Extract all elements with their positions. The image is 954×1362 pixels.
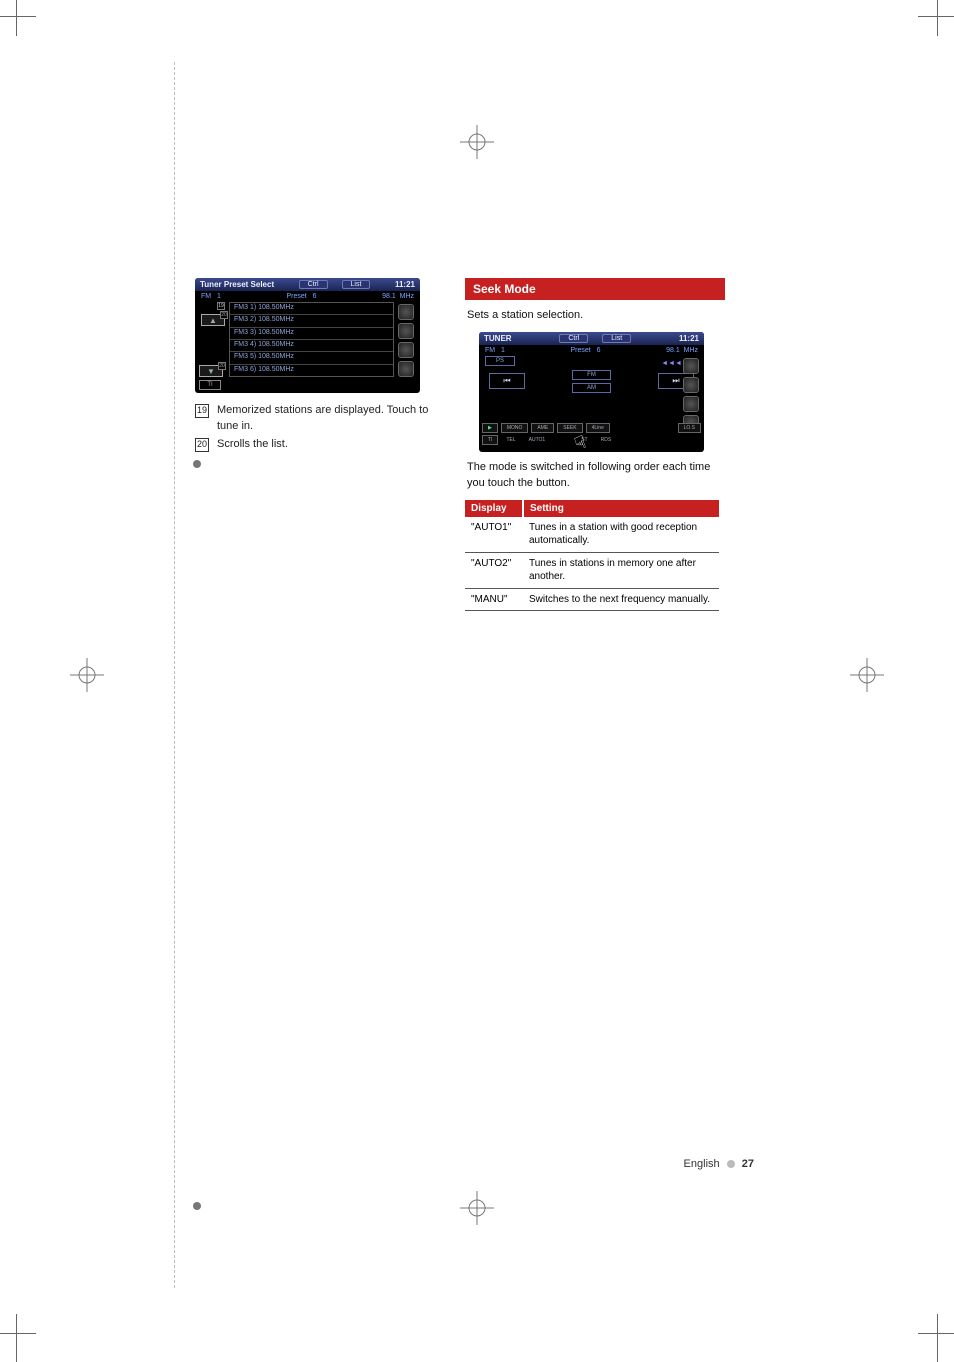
tab-ctrl[interactable]: Ctrl [559, 334, 588, 343]
annotation-row: 19 Memorized stations are displayed. Tou… [195, 403, 440, 435]
table-cell: Tunes in a station with good reception a… [523, 517, 719, 553]
screen-title: Tuner Preset Select [200, 280, 274, 289]
annotation-number: 20 [195, 438, 209, 452]
list-item[interactable]: FM3 3) 108.50MHz [230, 328, 393, 340]
callout-badge-20b: 20 [218, 362, 226, 370]
frequency: 98.1 [666, 347, 680, 354]
intro-text: Sets a station selection. [467, 308, 723, 324]
los-button[interactable]: LO.S [678, 423, 701, 433]
rds-label: RDS [596, 436, 617, 444]
freq-unit: MHz [684, 347, 698, 354]
ame-button[interactable]: AME [531, 423, 554, 433]
table-cell: "AUTO2" [465, 552, 523, 588]
tab-list[interactable]: List [342, 280, 371, 289]
ti-button[interactable]: TI [199, 380, 221, 390]
ps-button[interactable]: PS [485, 356, 515, 366]
rds-indicator: ◄◄◄ [661, 360, 682, 367]
section-header: Seek Mode [465, 278, 725, 300]
table-cell: Tunes in stations in memory one after an… [523, 552, 719, 588]
list-item[interactable]: FM3 4) 108.50MHz [230, 340, 393, 352]
list-item[interactable]: FM3 5) 108.50MHz [230, 352, 393, 364]
tuner-screenshot: TUNER Ctrl List 11:21 FM 1 Preset 6 98.1 [479, 332, 704, 452]
side-icon[interactable] [398, 323, 414, 339]
side-icon[interactable] [398, 361, 414, 377]
band-label: FM [201, 293, 211, 300]
table-row: "AUTO1" Tunes in a station with good rec… [465, 517, 719, 553]
registration-mark [70, 658, 104, 692]
tel-label: TEL [501, 436, 520, 444]
scroll-down-button[interactable]: ▼20 [199, 365, 223, 377]
tab-ctrl[interactable]: Ctrl [299, 280, 328, 289]
preset-num: 6 [313, 293, 317, 300]
footer-lang: English [684, 1158, 720, 1170]
crop-mark [896, 1292, 954, 1362]
side-icon[interactable] [683, 396, 699, 412]
bullet-icon [727, 1160, 735, 1168]
annotation-text: Memorized stations are displayed. Touch … [217, 403, 440, 435]
list-item[interactable]: FM3 6) 108.50MHz [230, 365, 393, 376]
table-cell: "AUTO1" [465, 517, 523, 553]
mono-button[interactable]: MONO [501, 423, 529, 433]
tuner-preset-screenshot: Tuner Preset Select Ctrl List 11:21 FM 1… [195, 278, 420, 393]
play-button[interactable]: ▶ [482, 423, 498, 433]
mode-description: The mode is switched in following order … [467, 460, 723, 492]
band-num: 1 [501, 347, 505, 354]
table-cell: Switches to the next frequency manually. [523, 588, 719, 611]
table-cell: "MANU" [465, 588, 523, 611]
annotation-row: 20 Scrolls the list. [195, 437, 440, 453]
frequency: 98.1 [382, 293, 396, 300]
registration-mark [460, 1191, 494, 1225]
side-icon[interactable] [398, 342, 414, 358]
list-item[interactable]: FM3 1) 108.50MHz [230, 303, 393, 315]
scroll-up-button[interactable]: ▲20 [201, 314, 225, 326]
freq-unit: MHz [400, 293, 414, 300]
side-icon[interactable] [398, 304, 414, 320]
tab-list[interactable]: List [602, 334, 631, 343]
band-num: 1 [217, 293, 221, 300]
table-row: "AUTO2" Tunes in stations in memory one … [465, 552, 719, 588]
crop-mark [896, 0, 954, 58]
annotation-text: Scrolls the list. [217, 437, 440, 453]
callout-badge-20: 20 [220, 311, 228, 319]
registration-mark [460, 125, 494, 159]
auto1-label: AUTO1 [524, 436, 551, 444]
seek-prev-button[interactable]: ⏮ [489, 373, 525, 389]
seek-button[interactable]: SEEK [557, 423, 582, 433]
am-button[interactable]: AM [572, 383, 611, 393]
screen-title: TUNER [484, 334, 512, 343]
table-row: "MANU" Switches to the next frequency ma… [465, 588, 719, 611]
registration-mark [850, 658, 884, 692]
crop-mark [0, 0, 58, 58]
list-item[interactable]: FM3 2) 108.50MHz [230, 315, 393, 327]
fm-button[interactable]: FM [572, 370, 611, 380]
callout-badge-19: 19 [217, 302, 225, 310]
preset-list: FM3 1) 108.50MHz FM3 2) 108.50MHz FM3 3)… [229, 302, 394, 377]
4line-button[interactable]: 4Line [586, 423, 610, 433]
ti-button[interactable]: TI [482, 435, 498, 445]
band-label: FM [485, 347, 495, 354]
gutter-dot [193, 1202, 201, 1210]
preset-label: Preset [570, 347, 590, 354]
annotation-number: 19 [195, 404, 209, 418]
clock: 11:21 [395, 280, 415, 289]
table-header: Display [465, 500, 523, 517]
settings-table: Display Setting "AUTO1" Tunes in a stati… [465, 500, 719, 612]
table-header: Setting [523, 500, 719, 517]
crop-mark [0, 1292, 58, 1362]
binding-gutter [174, 62, 176, 1288]
clock: 11:21 [679, 334, 699, 343]
preset-num: 6 [597, 347, 601, 354]
page-number: 27 [742, 1158, 754, 1170]
side-icon[interactable] [683, 377, 699, 393]
gutter-dot [193, 460, 201, 468]
side-icon[interactable] [683, 358, 699, 374]
preset-label: Preset [286, 293, 306, 300]
page-footer: English 27 [684, 1158, 754, 1170]
